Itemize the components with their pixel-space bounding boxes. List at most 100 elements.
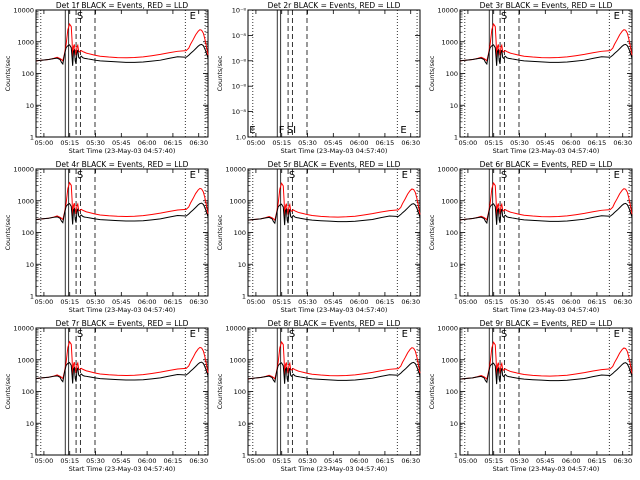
y-tick-label: 100 — [234, 229, 246, 237]
x-tick-label: 05:15 — [484, 139, 503, 147]
panel-det-4: Det 4r BLACK = Events, RED = LLD 05:00 05:… — [4, 160, 209, 314]
x-tick-label: 05:00 — [247, 457, 266, 465]
plot-frame — [459, 327, 633, 456]
y-tick-label: 1000 — [441, 38, 458, 46]
marker-letter: S — [77, 329, 83, 340]
lld-series-line — [459, 181, 633, 221]
y-tick-label: 100 — [22, 388, 34, 396]
x-tick-label: 05:30 — [510, 298, 529, 306]
events-series-line — [459, 362, 633, 385]
y-tick-label: 1000 — [17, 38, 34, 46]
y-tick-label: 1 — [454, 452, 458, 460]
y-tick-label: 1 — [454, 134, 458, 142]
marker-letter: S — [501, 329, 507, 340]
x-tick-label: 05:00 — [459, 298, 478, 306]
x-axis-label: Start Time (23-May-03 04:57:40) — [69, 147, 176, 155]
marker-letter: E — [190, 170, 196, 181]
panel-title: Det 9r BLACK = Events, RED = LLD — [480, 319, 613, 328]
y-tick-label: 1000 — [17, 356, 34, 364]
marker-letter: S — [77, 11, 83, 22]
x-tick-label: 05:45 — [536, 298, 555, 306]
x-tick-label: 05:45 — [112, 457, 131, 465]
x-tick-label: 05:00 — [247, 139, 266, 147]
x-axis-label: Start Time (23-May-03 04:57:40) — [69, 306, 176, 314]
panel-title: Det 8r BLACK = Events, RED = LLD — [268, 319, 401, 328]
y-tick-label: 10000 — [13, 325, 34, 333]
y-tick-label: 10000 — [437, 166, 458, 174]
panel-title: Det 2r BLACK = Events, RED = LLD — [268, 1, 401, 10]
x-tick-label: 05:45 — [536, 457, 555, 465]
x-tick-label: 06:00 — [138, 457, 157, 465]
plot-frame — [35, 327, 209, 456]
y-tick-label: 1000 — [17, 197, 34, 205]
x-tick-label: 06:15 — [588, 457, 607, 465]
events-series-line — [247, 203, 421, 226]
y-axis-label: Counts/sec — [216, 55, 224, 91]
lld-series-line — [35, 181, 209, 221]
plot-frame — [247, 9, 421, 138]
x-axis-label: Start Time (23-May-03 04:57:40) — [281, 465, 388, 473]
x-axis-label: Start Time (23-May-03 04:57:40) — [281, 147, 388, 155]
y-tick-label: 10000 — [13, 166, 34, 174]
x-axis-label: Start Time (23-May-03 04:57:40) — [493, 306, 600, 314]
y-axis-label: Counts/sec — [216, 214, 224, 250]
x-tick-label: 05:30 — [510, 457, 529, 465]
x-tick-label: 05:15 — [484, 457, 503, 465]
x-tick-label: 05:45 — [112, 298, 131, 306]
panel-det-6: Det 6r BLACK = Events, RED = LLD 05:00 05:… — [428, 160, 633, 314]
marker-letter: E — [614, 170, 620, 181]
x-tick-label: 05:45 — [536, 139, 555, 147]
x-tick-label: 06:30 — [401, 298, 420, 306]
marker-letter: E — [614, 11, 620, 22]
y-axis-label: Counts/sec — [4, 214, 12, 250]
panel-det-5: Det 5r BLACK = Events, RED = LLD 05:00 05:… — [216, 160, 421, 314]
x-tick-label: 05:45 — [324, 298, 343, 306]
x-tick-label: 05:00 — [35, 457, 54, 465]
plot-frame — [459, 9, 633, 138]
x-tick-label: 06:30 — [613, 298, 632, 306]
marker-letter: S — [501, 11, 507, 22]
marker-letter: F — [279, 125, 285, 136]
y-tick-label: 1.0 — [236, 134, 246, 142]
x-tick-label: 06:30 — [401, 139, 420, 147]
x-tick-label: 05:15 — [60, 139, 79, 147]
y-tick-label: 100 — [446, 70, 458, 78]
plot-frame — [459, 168, 633, 297]
x-tick-label: 05:30 — [298, 457, 317, 465]
x-tick-label: 05:15 — [60, 298, 79, 306]
x-axis-label: Start Time (23-May-03 04:57:40) — [493, 147, 600, 155]
lld-series-line — [35, 22, 209, 62]
x-tick-label: 06:00 — [350, 298, 369, 306]
lld-series-line — [459, 341, 633, 381]
y-tick-label: 10 — [450, 420, 458, 428]
x-tick-label: 06:15 — [588, 298, 607, 306]
x-tick-label: 05:30 — [510, 139, 529, 147]
x-tick-label: 06:15 — [376, 139, 395, 147]
lld-series-line — [459, 22, 633, 62]
marker-letter: I — [293, 125, 296, 136]
y-tick-label: 10000 — [225, 166, 246, 174]
y-tick-label: 10⁻⁸ — [232, 83, 247, 91]
x-tick-label: 05:00 — [247, 298, 266, 306]
y-tick-label: 100 — [22, 229, 34, 237]
y-tick-label: 10⁻⁸ — [232, 7, 247, 15]
y-axis-label: Counts/sec — [4, 373, 12, 409]
x-tick-label: 05:30 — [298, 298, 317, 306]
y-tick-label: 10 — [450, 102, 458, 110]
x-tick-label: 06:15 — [376, 457, 395, 465]
y-tick-label: 10 — [26, 102, 34, 110]
x-tick-label: 06:00 — [562, 139, 581, 147]
y-tick-label: 1000 — [441, 197, 458, 205]
marker-letter: E — [249, 125, 255, 136]
x-tick-label: 05:15 — [272, 457, 291, 465]
x-tick-label: 05:00 — [459, 139, 478, 147]
y-tick-label: 1 — [30, 293, 34, 301]
lld-series-line — [35, 340, 209, 380]
x-tick-label: 06:30 — [401, 457, 420, 465]
y-tick-label: 10 — [26, 261, 34, 269]
y-tick-label: 1 — [30, 134, 34, 142]
y-tick-label: 1 — [454, 293, 458, 301]
x-tick-label: 05:30 — [86, 139, 105, 147]
x-axis-label: Start Time (23-May-03 04:57:40) — [493, 465, 600, 473]
